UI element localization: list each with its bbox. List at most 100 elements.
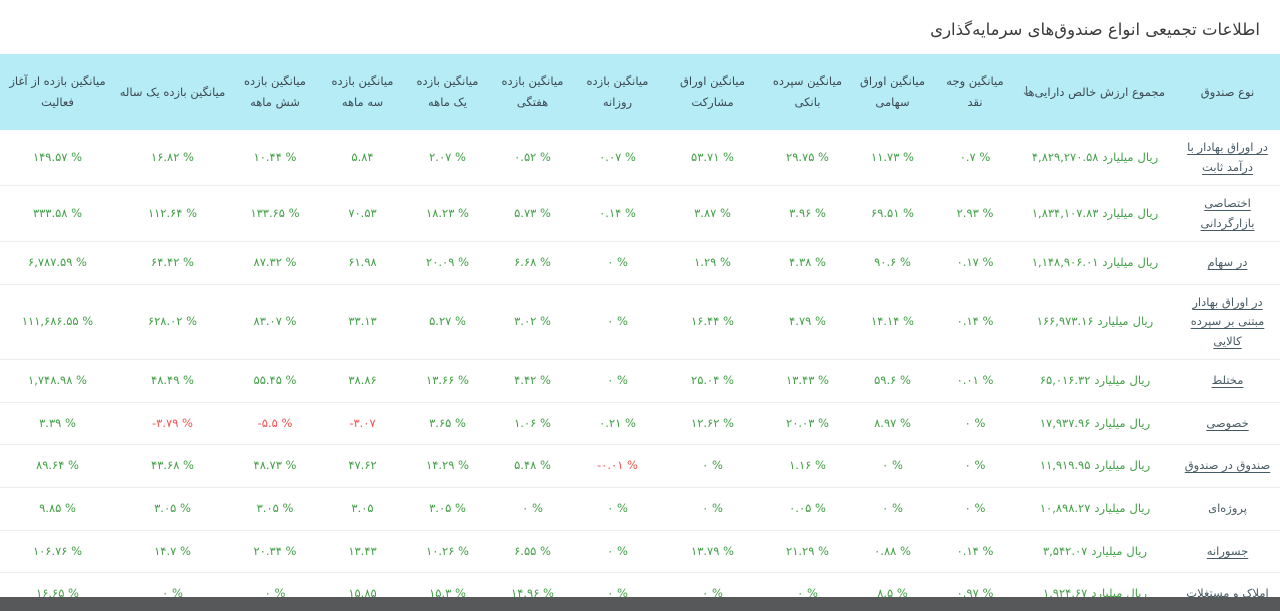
- avg_1m_return-cell: ۱۴.۲۹ %: [405, 444, 490, 489]
- nav-unit: ریال: [1137, 149, 1159, 164]
- avg_3m_return-cell: ۴۷.۶۲: [320, 444, 405, 489]
- avg_1m_return-cell: ۳.۶۵ %: [405, 402, 490, 446]
- avg_inception_return-cell: ۹.۸۵ %: [0, 487, 115, 531]
- column-header-label: میانگین بازده هفتگی: [501, 74, 564, 109]
- column-header-avg_1m_return[interactable]: میانگین بازده یک ماهه: [405, 54, 490, 130]
- column-header-avg_weekly_return[interactable]: میانگین بازده هفتگی: [490, 54, 575, 130]
- column-header-label: میانگین بازده شش ماهه: [244, 74, 306, 109]
- column-header-label: میانگین بازده روزانه: [586, 74, 649, 109]
- avg_1y_return-cell: ۱۱۲.۶۴ %: [115, 185, 230, 243]
- avg_participation_bonds-cell: ۳.۸۷ %: [660, 185, 765, 243]
- table-row: در اوراق بهادار مبتنی بر سپرده کالایی ۱۶۶…: [0, 284, 1280, 361]
- nav-unit: میلیارد: [1097, 314, 1129, 329]
- column-header-avg_participation_bonds[interactable]: میانگین اوراق مشارکت: [660, 54, 765, 130]
- fund-type-link[interactable]: اختصاصی بازارگردانی: [1200, 196, 1255, 230]
- fund-type-link[interactable]: مختلط: [1211, 373, 1244, 388]
- avg_equity-cell: ۵۹.۶ %: [850, 359, 935, 403]
- avg_equity-cell: ۱۴.۱۴ %: [850, 284, 935, 361]
- avg_weekly_return-cell: ۵.۴۸ %: [490, 444, 575, 489]
- nav-value: ۱۰,۸۹۸.۲۷: [1039, 501, 1091, 516]
- column-header-avg_6m_return[interactable]: میانگین بازده شش ماهه: [230, 54, 320, 130]
- avg_3m_return-cell: ۷۰.۵۳: [320, 185, 405, 243]
- total-nav-cell: ۱۷,۹۳۷.۹۶ میلیارد ریال: [1015, 402, 1175, 446]
- nav-value: ۱,۱۴۸,۹۰۶.۰۱: [1031, 255, 1099, 270]
- avg_daily_return-cell: ۰ %: [575, 487, 660, 531]
- avg_bank_deposit-cell: ۱۳.۴۳ %: [765, 359, 850, 403]
- avg_1y_return-cell: ۴۳.۶۸ %: [115, 444, 230, 489]
- fund-type-link[interactable]: در اوراق بهادار مبتنی بر سپرده کالایی: [1190, 294, 1265, 348]
- avg_inception_return-cell: ۱۴۹.۵۷ %: [0, 130, 115, 187]
- column-header-fund_type[interactable]: نوع صندوق: [1175, 54, 1280, 130]
- avg_equity-cell: ۸.۹۷ %: [850, 402, 935, 446]
- column-header-label: نوع صندوق: [1200, 84, 1255, 99]
- avg_bank_deposit-cell: ۲۹.۷۵ %: [765, 130, 850, 187]
- funds-summary-table: نوع صندوق مجموع ارزش خالص دارایی‌ها ↓ میانگ…: [0, 54, 1280, 611]
- avg_cash-cell: ۰ %: [935, 444, 1015, 489]
- column-header-avg_bank_deposit[interactable]: میانگین سپرده بانکی: [765, 54, 850, 130]
- nav-unit: میلیارد: [1094, 458, 1126, 473]
- fund-type-link[interactable]: در اوراق بهادار با درآمد ثابت: [1187, 140, 1268, 174]
- avg_cash-cell: ۰ %: [935, 402, 1015, 446]
- nav-unit: میلیارد: [1094, 501, 1126, 516]
- nav-value: ۴,۸۲۹,۲۷۰.۵۸: [1031, 149, 1099, 164]
- avg_participation_bonds-cell: ۱.۲۹ %: [660, 241, 765, 285]
- horizontal-scrollbar[interactable]: [0, 597, 1280, 611]
- fund-type-cell: جسورانه: [1175, 530, 1280, 574]
- fund-type-link[interactable]: جسورانه: [1206, 543, 1249, 558]
- column-header-avg_inception_return[interactable]: میانگین بازده از آغاز فعالیت: [0, 54, 115, 130]
- avg_bank_deposit-cell: ۴.۷۹ %: [765, 284, 850, 361]
- total-nav-cell: ۱,۱۴۸,۹۰۶.۰۱ میلیارد ریال: [1015, 241, 1175, 285]
- page-title: اطلاعات تجمیعی انواع صندوق‌های سرمایه‌گذ…: [930, 20, 1260, 39]
- avg_3m_return-cell: ۶۱.۹۸: [320, 241, 405, 285]
- avg_inception_return-cell: ۱۰۶.۷۶ %: [0, 530, 115, 574]
- fund-type-link[interactable]: املاک و مستغلات: [1186, 586, 1269, 601]
- column-header-label: میانگین بازده یک ساله: [119, 84, 226, 99]
- avg_6m_return-cell: ۴۸.۷۳ %: [230, 444, 320, 489]
- avg_cash-cell: ۲.۹۳ %: [935, 185, 1015, 243]
- avg_inception_return-cell: ۳.۳۹ %: [0, 402, 115, 446]
- total-nav-cell: ۱۱,۹۱۹.۹۵ میلیارد ریال: [1015, 444, 1175, 489]
- column-header-avg_daily_return[interactable]: میانگین بازده روزانه: [575, 54, 660, 130]
- avg_6m_return-cell: ۸۷.۳۲ %: [230, 241, 320, 285]
- total-nav-cell: ۱,۸۳۴,۱۰۷.۸۳ میلیارد ریال: [1015, 185, 1175, 243]
- fund-type-link[interactable]: در سهام: [1207, 255, 1248, 270]
- column-header-label: میانگین اوراق مشارکت: [680, 74, 745, 109]
- avg_1m_return-cell: ۵.۲۷ %: [405, 284, 490, 361]
- avg_bank_deposit-cell: ۲۰.۰۳ %: [765, 402, 850, 446]
- avg_6m_return-cell: ۵۵.۴۵ %: [230, 359, 320, 403]
- avg_inception_return-cell: ۶,۷۸۷.۵۹ %: [0, 241, 115, 285]
- nav-value: ۳,۵۴۲.۰۷: [1042, 543, 1088, 558]
- column-header-total_nav[interactable]: مجموع ارزش خالص دارایی‌ها ↓: [1015, 54, 1175, 130]
- avg_1m_return-cell: ۳.۰۵ %: [405, 487, 490, 531]
- nav-value: ۱,۹۲۴.۶۷: [1042, 586, 1088, 601]
- fund-type-link[interactable]: صندوق در صندوق: [1184, 458, 1271, 473]
- avg_1m_return-cell: ۲۰.۰۹ %: [405, 241, 490, 285]
- column-header-label: میانگین اوراق سهامی: [860, 74, 925, 109]
- column-header-label: میانگین بازده از آغاز فعالیت: [9, 74, 106, 109]
- avg_participation_bonds-cell: ۱۲.۶۲ %: [660, 402, 765, 446]
- avg_1y_return-cell: ۳.۰۵ %: [115, 487, 230, 531]
- table-row: مختلط ۶۵,۰۱۶.۳۲ میلیارد ریال ۰.۰۱ % ۵۹.۶ % ۱۳.…: [0, 359, 1280, 403]
- avg_6m_return-cell: -۵.۵ %: [230, 402, 320, 446]
- avg_bank_deposit-cell: ۲۱.۲۹ %: [765, 530, 850, 574]
- avg_1m_return-cell: ۲.۰۷ %: [405, 130, 490, 187]
- table-row: در سهام ۱,۱۴۸,۹۰۶.۰۱ میلیارد ریال ۰.۱۷ % ۹۰.۶…: [0, 241, 1280, 285]
- table-header-row: نوع صندوق مجموع ارزش خالص دارایی‌ها ↓ میانگ…: [0, 54, 1280, 130]
- column-header-label: میانگین بازده یک ماهه: [416, 74, 479, 109]
- avg_3m_return-cell: ۱۳.۴۳: [320, 530, 405, 574]
- table-row: جسورانه ۳,۵۴۲.۰۷ میلیارد ریال ۰.۱۴ % ۰.۸۸ % ۲۱…: [0, 530, 1280, 574]
- column-header-avg_1y_return[interactable]: میانگین بازده یک ساله: [115, 54, 230, 130]
- nav-unit: میلیارد: [1091, 586, 1123, 601]
- avg_1y_return-cell: ۴۸.۴۹ %: [115, 359, 230, 403]
- fund-type-link[interactable]: خصوصی: [1206, 415, 1249, 430]
- column-header-avg_equity[interactable]: میانگین اوراق سهامی: [850, 54, 935, 130]
- avg_participation_bonds-cell: ۱۶.۴۴ %: [660, 284, 765, 361]
- column-header-avg_3m_return[interactable]: میانگین بازده سه ماهه: [320, 54, 405, 130]
- column-header-avg_cash[interactable]: میانگین وجه نقد: [935, 54, 1015, 130]
- avg_1m_return-cell: ۱۰.۲۶ %: [405, 530, 490, 574]
- avg_equity-cell: ۰ %: [850, 444, 935, 489]
- avg_daily_return-cell: ۰.۲۱ %: [575, 402, 660, 446]
- table-row: در اوراق بهادار با درآمد ثابت ۴,۸۲۹,۲۷۰.۵…: [0, 130, 1280, 187]
- table-row: صندوق در صندوق ۱۱,۹۱۹.۹۵ میلیارد ریال ۰ % ۰ %…: [0, 444, 1280, 489]
- nav-unit: میلیارد: [1094, 415, 1126, 430]
